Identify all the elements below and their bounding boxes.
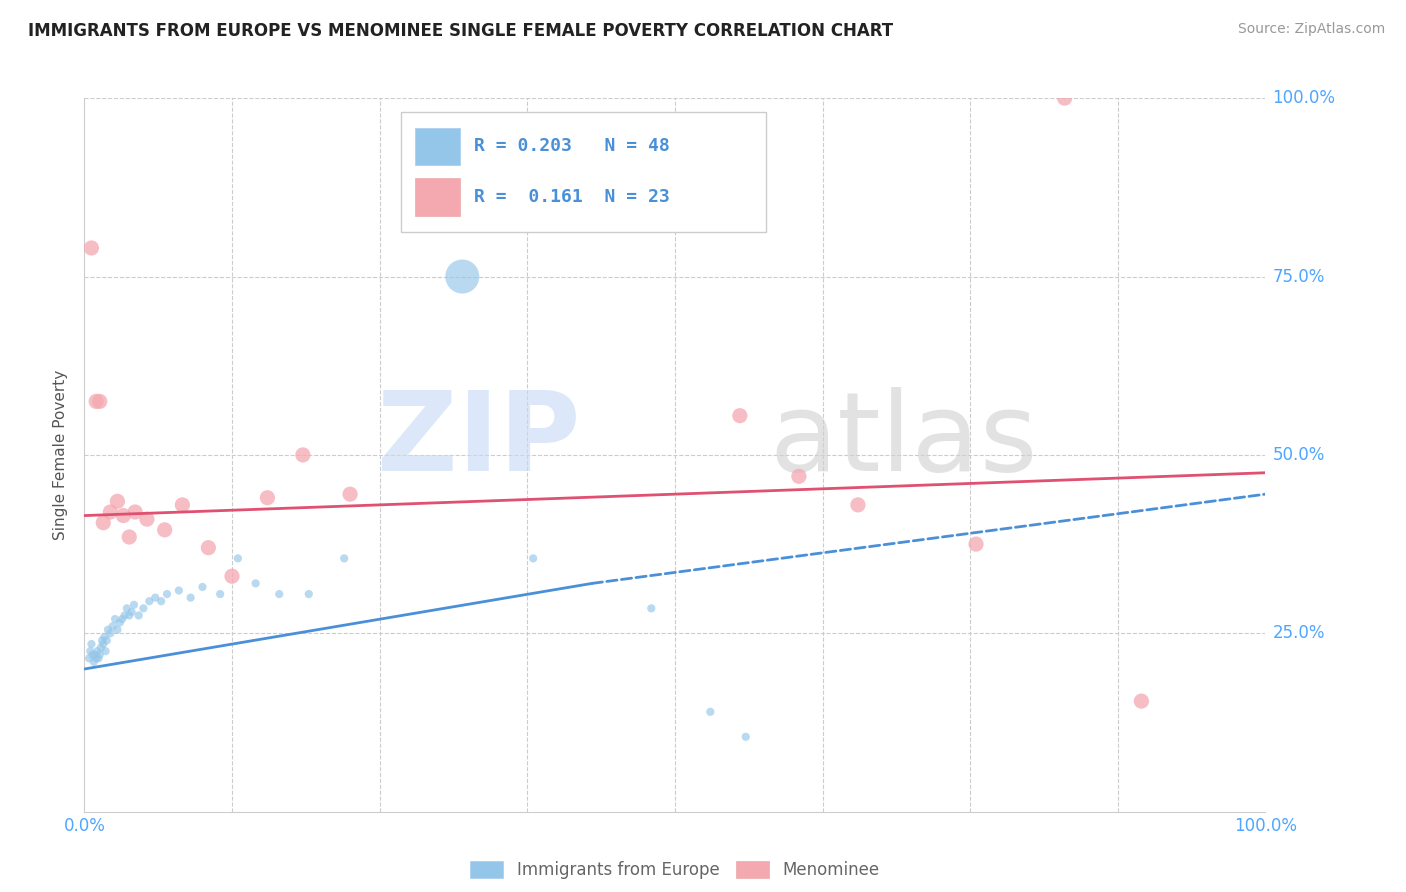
Point (118, 530, 141, 544)
Point (83, 655, 105, 669)
Point (136, 512, 159, 526)
Point (87, 651, 110, 665)
Point (82, 648, 104, 662)
Point (167, 583, 190, 598)
Text: ZIP: ZIP (377, 387, 581, 494)
Point (91, 633, 114, 648)
Point (101, 619, 124, 633)
Point (90, 640, 112, 655)
Point (98, 505, 121, 519)
Point (197, 541, 219, 555)
Point (269, 587, 291, 601)
Text: 50.0%: 50.0% (1272, 446, 1324, 464)
Point (94, 644, 117, 658)
Point (84, 394, 107, 409)
Point (84, 651, 107, 665)
Point (965, 537, 987, 551)
Point (98, 626, 121, 640)
Point (298, 587, 321, 601)
Point (143, 591, 166, 605)
Point (84, 648, 107, 662)
Point (128, 608, 150, 623)
Point (107, 494, 129, 508)
Text: 100.0%: 100.0% (1272, 89, 1336, 107)
Point (1130, 694, 1153, 708)
Point (846, 498, 869, 512)
Point (153, 523, 176, 537)
Point (728, 409, 751, 423)
Point (124, 505, 146, 519)
Text: 75.0%: 75.0% (1272, 268, 1324, 285)
Text: IMMIGRANTS FROM EUROPE VS MENOMINEE SINGLE FEMALE POVERTY CORRELATION CHART: IMMIGRANTS FROM EUROPE VS MENOMINEE SING… (28, 22, 893, 40)
Point (221, 569, 243, 583)
Point (107, 623, 129, 637)
Point (734, 730, 756, 744)
Point (256, 491, 278, 505)
Point (209, 587, 232, 601)
Point (79, 644, 101, 658)
Text: R = 0.203   N = 48: R = 0.203 N = 48 (474, 137, 669, 155)
Point (156, 587, 179, 601)
Point (91, 637, 114, 651)
Text: Source: ZipAtlas.com: Source: ZipAtlas.com (1237, 22, 1385, 37)
Point (112, 508, 135, 523)
Point (89, 394, 111, 409)
Legend: Immigrants from Europe, Menominee: Immigrants from Europe, Menominee (463, 854, 887, 886)
Point (114, 608, 136, 623)
Point (115, 601, 138, 615)
Point (138, 594, 160, 608)
Text: R =  0.161  N = 23: R = 0.161 N = 23 (474, 188, 669, 206)
Text: atlas: atlas (769, 387, 1038, 494)
Point (191, 580, 214, 594)
Point (80, 637, 103, 651)
Point (180, 591, 202, 605)
Point (132, 601, 155, 615)
Point (245, 576, 267, 591)
Point (96, 633, 118, 648)
Point (339, 487, 361, 501)
Point (150, 594, 173, 608)
Point (108, 615, 131, 630)
Point (89, 648, 111, 662)
Point (226, 551, 249, 566)
Y-axis label: Single Female Poverty: Single Female Poverty (53, 370, 69, 540)
Point (111, 612, 134, 626)
Point (93, 630, 115, 644)
Point (80, 241, 103, 255)
Point (787, 469, 810, 483)
Point (522, 551, 544, 566)
Point (451, 269, 474, 284)
Point (333, 551, 356, 566)
Text: 25.0%: 25.0% (1272, 624, 1324, 642)
Point (122, 598, 145, 612)
Point (104, 612, 127, 626)
Point (699, 705, 721, 719)
Point (640, 601, 662, 615)
Point (97, 623, 120, 637)
Point (86, 644, 108, 658)
Point (172, 498, 194, 512)
Point (1053, 91, 1076, 105)
Point (118, 608, 141, 623)
Point (291, 448, 314, 462)
Point (77, 651, 100, 665)
Point (91, 516, 114, 530)
Point (121, 605, 143, 619)
